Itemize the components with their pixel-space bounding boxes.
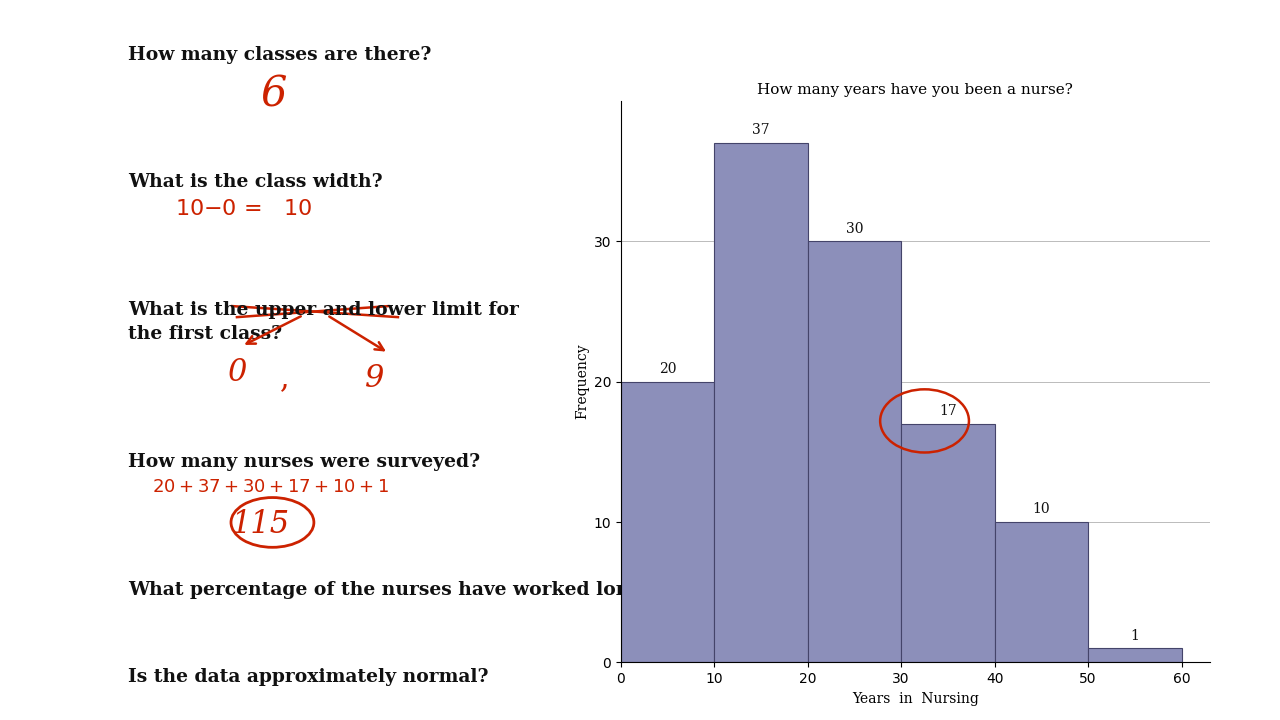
Text: 37: 37 — [753, 123, 769, 138]
Text: $\mathit{10{-}0}$ =   $\mathit{10}$: $\mathit{10{-}0}$ = $\mathit{10}$ — [175, 197, 312, 220]
Text: How many nurses were surveyed?: How many nurses were surveyed? — [128, 454, 480, 472]
Text: Is the data approximately normal?: Is the data approximately normal? — [128, 667, 489, 685]
Bar — [995, 522, 1088, 662]
Text: What is the upper and lower limit for
the first class?: What is the upper and lower limit for th… — [128, 301, 518, 343]
Bar — [901, 423, 995, 662]
Text: ,: , — [279, 364, 289, 395]
X-axis label: Years  in  Nursing: Years in Nursing — [851, 692, 979, 706]
Text: $\mathit{20 + 37 + 30 + 17 + 10 + 1}$: $\mathit{20 + 37 + 30 + 17 + 10 + 1}$ — [152, 477, 388, 495]
Text: 9: 9 — [365, 364, 384, 395]
Text: How many classes are there?: How many classes are there? — [128, 45, 431, 63]
Bar — [621, 382, 714, 662]
Text: 17: 17 — [940, 404, 956, 418]
Text: What percentage of the nurses have worked longer than 30 years?: What percentage of the nurses have worke… — [128, 581, 824, 599]
Text: What is the class width?: What is the class width? — [128, 174, 383, 192]
Y-axis label: Frequency: Frequency — [575, 343, 589, 420]
Bar — [808, 241, 901, 662]
Text: 1: 1 — [1130, 629, 1139, 643]
Bar — [1088, 648, 1181, 662]
Text: 10: 10 — [1033, 503, 1050, 516]
Text: 6: 6 — [261, 73, 287, 115]
Text: 30: 30 — [846, 222, 863, 235]
Bar — [714, 143, 808, 662]
Title: How many years have you been a nurse?: How many years have you been a nurse? — [758, 83, 1073, 97]
Text: 20: 20 — [659, 362, 676, 376]
Text: 115: 115 — [232, 508, 291, 539]
Text: 0: 0 — [228, 356, 247, 387]
